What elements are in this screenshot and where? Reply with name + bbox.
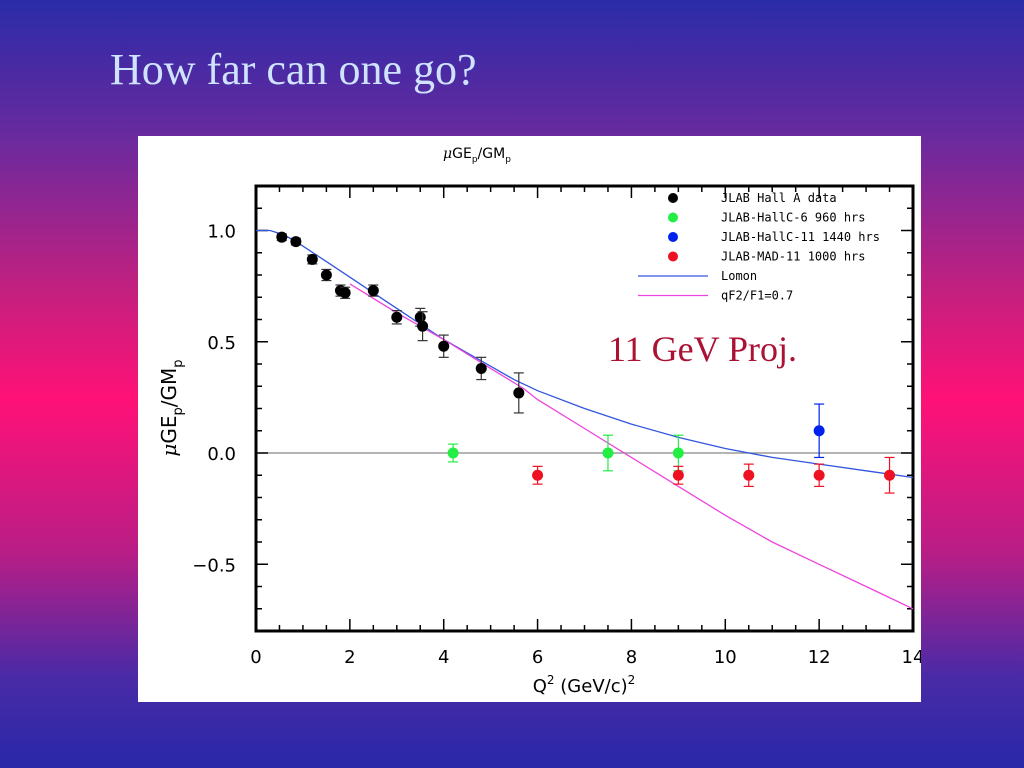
data-point — [743, 469, 755, 481]
y-tick-label: −0.5 — [192, 555, 236, 576]
y-tick-label: 0.0 — [207, 444, 236, 465]
x-tick-label: 10 — [714, 647, 737, 668]
chart-panel: μGEp/GMp 0 2 4 6 8 10 12 14 −0.5 0.0 0.5 1.0 JLAB H… — [138, 136, 921, 702]
data-point — [813, 425, 825, 437]
tick-layer: 0 2 4 6 8 10 12 14 −0.5 0.0 0.5 1.0 — [192, 185, 921, 668]
svg-text:μGEp/GMp: μGEp/GMp — [157, 359, 186, 456]
data-point — [438, 340, 450, 352]
legend-marker — [668, 232, 678, 242]
data-point — [339, 287, 351, 299]
x-tick-label: 14 — [902, 647, 921, 668]
data-point — [367, 285, 379, 297]
data-point — [532, 469, 544, 481]
data-point — [672, 447, 684, 459]
legend-marker — [668, 251, 678, 262]
legend-label: Lomon — [721, 269, 757, 283]
data-point — [513, 387, 525, 399]
data-point — [417, 320, 429, 332]
y-tick-label: 0.5 — [207, 333, 236, 354]
data-point — [475, 362, 487, 374]
data-point — [672, 469, 684, 481]
data-point — [813, 469, 825, 481]
data-point — [391, 311, 403, 323]
x-tick-label: 12 — [808, 647, 831, 668]
legend-marker — [668, 193, 678, 203]
x-axis-label: Q2 (GeV/c)2 — [533, 673, 636, 697]
data-point — [320, 269, 332, 281]
data-point — [602, 447, 614, 459]
curve-layer — [256, 229, 914, 610]
data-point — [447, 447, 459, 459]
data-point — [290, 236, 302, 248]
slide-title: How far can one go? — [110, 45, 477, 94]
y-tick-label: 1.0 — [207, 222, 236, 243]
data-point — [884, 469, 896, 481]
data-point — [276, 231, 288, 243]
x-tick-label: 6 — [532, 647, 543, 668]
chart-svg: μGEp/GMp 0 2 4 6 8 10 12 14 −0.5 0.0 0.5 1.0 JLAB H… — [157, 146, 921, 697]
legend-label: JLAB-HallC-11 1440 hrs — [721, 230, 880, 244]
legend-label: JLAB-HallC-6 960 hrs — [721, 211, 866, 225]
data-point — [306, 253, 318, 265]
legend-marker — [668, 212, 678, 223]
chart-title: μGEp/GMp — [443, 146, 511, 165]
legend-label: qF2/F1=0.7 — [721, 289, 793, 303]
legend-label: JLAB-MAD-11 1000 hrs — [721, 250, 866, 264]
legend: JLAB Hall A data JLAB-HallC-6 960 hrs JLAB… — [638, 191, 880, 303]
legend-label: JLAB Hall A data — [721, 191, 837, 205]
x-tick-label: 2 — [344, 647, 355, 668]
curve-line — [256, 229, 914, 479]
point-layer — [276, 231, 896, 494]
projection-annotation: 11 GeV Proj. — [608, 329, 797, 369]
x-tick-label: 8 — [626, 647, 637, 668]
y-axis-label: μGEp/GMp — [157, 359, 186, 456]
x-tick-label: 4 — [438, 647, 449, 668]
x-tick-label: 0 — [250, 647, 261, 668]
